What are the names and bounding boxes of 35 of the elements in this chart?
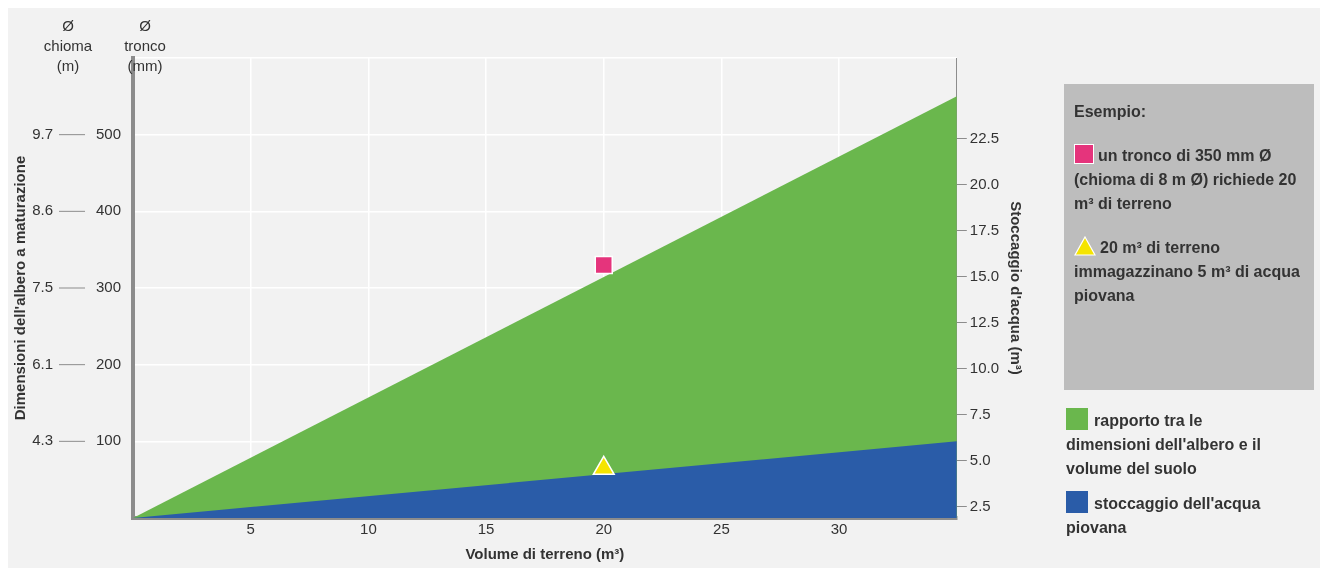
y-tick-label: 100 <box>96 431 122 449</box>
text: 4.3 <box>32 431 54 449</box>
x-tick-label: 20 <box>595 520 613 538</box>
annotation: Ø tronco (mm) <box>123 16 167 76</box>
y2-tick-label: 7.5 <box>969 405 991 423</box>
y2-tick-label: 2.5 <box>969 497 991 515</box>
x-tick-label: 10 <box>360 520 377 538</box>
text: 20 m³ di terreno immagazzinano 5 m³ di acqua piovana <box>1074 239 1300 304</box>
text: 8.6 <box>32 201 54 219</box>
y2-tick-label: 22.5 <box>969 129 1000 147</box>
text: un tronco di 350 mm Ø (chioma di 8 m Ø) richiede 20 m³ di terreno <box>1074 147 1297 212</box>
y2-tick-label: 5.0 <box>969 451 991 469</box>
x-axis-title: Volume di terreno (m³) <box>465 545 625 563</box>
y2-tick-label: 17.5 <box>969 221 1000 239</box>
y2-tick-label: 20.0 <box>969 175 1000 193</box>
y-axis-title: Dimensioni dell'albero a maturazione <box>11 155 29 421</box>
y2-tick-label: 12.5 <box>969 313 1000 331</box>
x-tick-label: 30 <box>830 520 848 538</box>
text: 9.7 <box>32 124 54 142</box>
y2-tick-label: 10.0 <box>969 359 1000 377</box>
x-tick-label: 25 <box>713 520 730 538</box>
x-tick-label: 5 <box>246 520 255 538</box>
text: Ø chioma (m) <box>42 16 94 76</box>
text: 7.5 <box>32 278 54 296</box>
y-tick-label: 300 <box>96 278 122 296</box>
text: 6.1 <box>32 354 54 372</box>
y-tick-label: 200 <box>96 354 122 372</box>
y-tick-label: 400 <box>96 201 122 219</box>
y2-axis-title: Stoccaggio d'acqua (m³) <box>1007 201 1025 375</box>
legend-label: rapporto tra le dimensioni dell'albero e il volume del suolo <box>1066 412 1261 477</box>
legend-label: stoccaggio dell'acqua piovana <box>1066 495 1261 536</box>
text: Esempio: <box>1074 102 1147 122</box>
x-tick-label: 15 <box>477 520 495 538</box>
y2-tick-label: 15.0 <box>969 267 1000 285</box>
y-tick-label: 500 <box>96 124 122 142</box>
